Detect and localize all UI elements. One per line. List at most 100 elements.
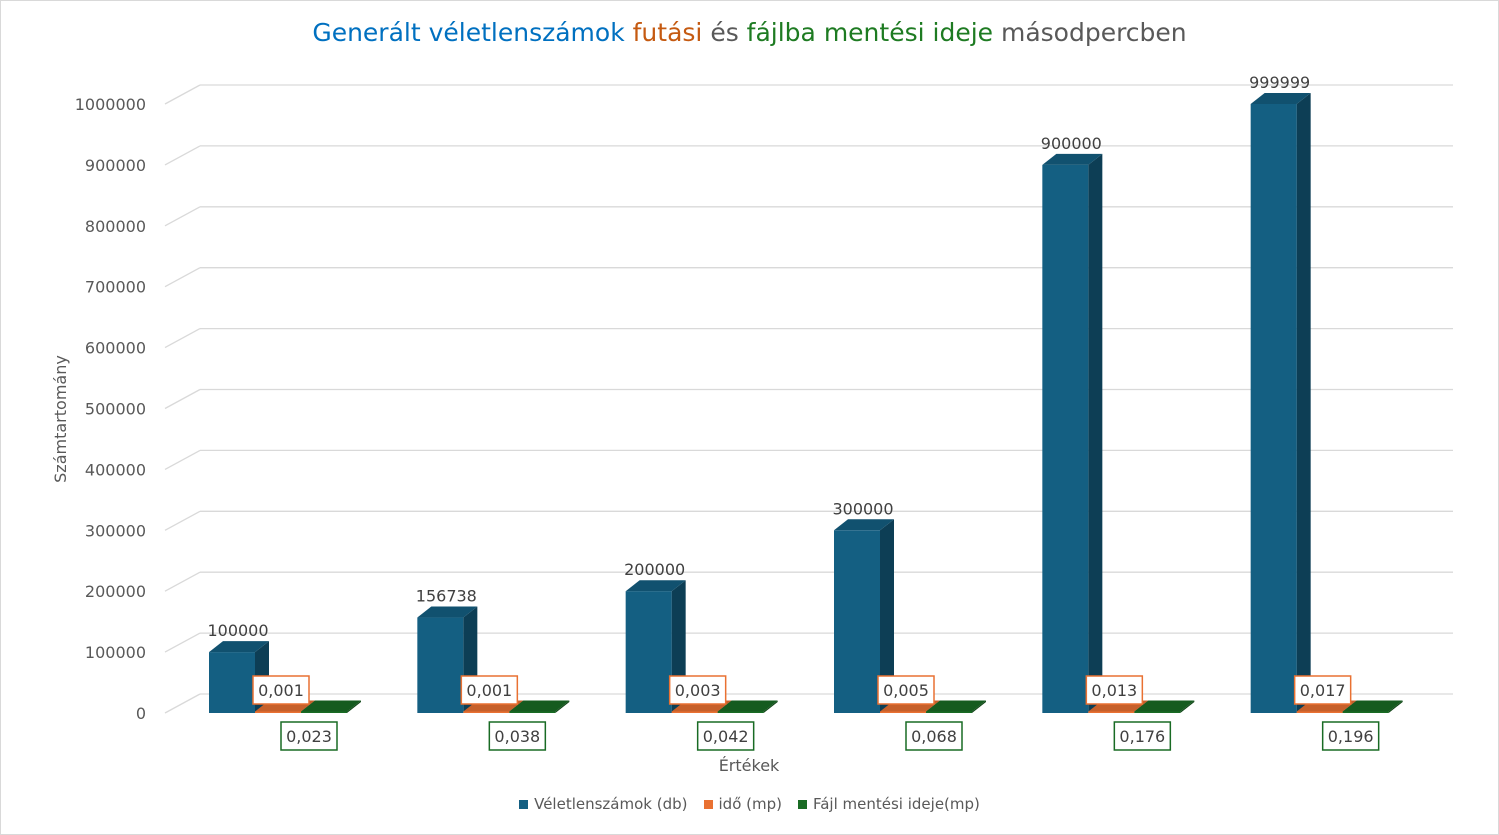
y-tick-label: 800000 xyxy=(85,217,146,236)
legend-swatch xyxy=(519,800,529,809)
data-label-series-2-box xyxy=(696,721,755,751)
bar-series-0-top xyxy=(1042,153,1103,165)
gridline-side xyxy=(164,693,201,714)
data-label-series-1: 0,013 xyxy=(1091,681,1137,700)
bar-series-1 xyxy=(1088,711,1135,713)
data-label-series-2: 0,196 xyxy=(1328,727,1374,746)
data-label-series-2-box xyxy=(1321,721,1380,751)
data-label-series-1: 0,001 xyxy=(466,681,512,700)
bar-series-0 xyxy=(1250,104,1297,713)
data-label-series-0: 900000 xyxy=(1041,134,1102,153)
bar-series-2-top xyxy=(509,700,570,712)
bar-series-2-side xyxy=(972,700,986,713)
gridline-side xyxy=(164,388,201,410)
data-label-series-1: 0,017 xyxy=(1300,681,1346,700)
bar-series-1 xyxy=(1296,711,1343,713)
y-tick-label: 700000 xyxy=(85,278,146,297)
x-axis-title: Értékek xyxy=(719,756,780,775)
bar-series-2-top xyxy=(301,700,361,712)
y-tick-label: 100000 xyxy=(85,643,146,662)
bar-series-0-top xyxy=(834,519,894,531)
bar-series-0-top xyxy=(209,641,269,653)
bar-series-0 xyxy=(209,652,255,713)
bar-series-0 xyxy=(417,617,464,713)
data-label-series-2: 0,176 xyxy=(1119,727,1165,746)
data-label-series-2-box xyxy=(905,721,963,751)
data-label-series-0: 200000 xyxy=(624,560,685,579)
data-label-series-1: 0,001 xyxy=(258,681,304,700)
bar-series-1 xyxy=(463,711,510,713)
data-label-series-1-box xyxy=(877,675,935,705)
bar-series-0-side xyxy=(880,519,894,713)
gridline-side xyxy=(164,449,201,470)
bar-series-0-side xyxy=(1296,93,1311,713)
data-label-series-0: 100000 xyxy=(207,621,268,640)
bar-series-2 xyxy=(509,711,556,713)
title-part: Generált véletlenszámok xyxy=(312,18,633,47)
chart-title: Generált véletlenszámok futási és fájlba… xyxy=(0,18,1499,47)
legend-label: idő (mp) xyxy=(718,795,782,813)
legend: Véletlenszámok (db) idő (mp) Fájl mentési … xyxy=(0,795,1499,813)
bar-series-2 xyxy=(301,711,347,713)
bar-series-2-side xyxy=(1180,700,1195,713)
data-label-series-2-box xyxy=(1113,721,1172,751)
bar-series-2-top xyxy=(1342,700,1403,712)
data-label-series-0: 300000 xyxy=(832,499,893,518)
bar-series-2 xyxy=(1342,711,1389,713)
bar-series-2-top xyxy=(717,700,778,712)
bar-series-0 xyxy=(625,591,672,713)
bar-series-2 xyxy=(717,711,764,713)
y-tick-label: 900000 xyxy=(85,156,146,175)
gridline-side xyxy=(164,145,201,166)
data-label-series-1-box xyxy=(460,675,519,705)
data-label-series-0: 999999 xyxy=(1249,73,1310,92)
legend-swatch xyxy=(703,800,713,809)
bar-series-0-side xyxy=(1088,153,1103,713)
y-tick-label: 500000 xyxy=(85,400,146,419)
data-label-series-1-box xyxy=(252,675,310,705)
y-tick-label: 300000 xyxy=(85,521,146,540)
y-tick-label: 600000 xyxy=(85,339,146,358)
title-part: másodpercben xyxy=(1000,18,1187,47)
gridline-side xyxy=(164,328,201,349)
bar-series-0-top xyxy=(1250,93,1311,105)
data-label-series-2: 0,038 xyxy=(494,727,540,746)
data-label-series-1-box xyxy=(668,675,727,705)
bar-series-2-side xyxy=(763,700,778,713)
data-label-series-2: 0,023 xyxy=(286,727,332,746)
gridline-side xyxy=(164,267,201,288)
bar-series-2-side xyxy=(555,700,570,713)
y-tick-label: 1000000 xyxy=(75,95,146,114)
data-label-series-1: 0,003 xyxy=(675,681,721,700)
data-label-series-2-box xyxy=(488,721,547,751)
legend-label: Fájl mentési ideje(mp) xyxy=(812,795,980,813)
bar-series-2-top xyxy=(926,700,986,712)
data-label-series-2-box xyxy=(280,721,338,751)
legend-swatch xyxy=(797,800,807,809)
data-label-series-2: 0,068 xyxy=(911,727,957,746)
y-tick-label: 200000 xyxy=(85,582,146,601)
data-label-series-1: 0,005 xyxy=(883,681,929,700)
legend-label: Véletlenszámok (db) xyxy=(534,795,688,813)
legend-item: Fájl mentési ideje(mp) xyxy=(797,795,980,813)
bar-series-0-top xyxy=(417,606,478,618)
data-label-series-1-box xyxy=(1293,675,1352,705)
bar-series-0 xyxy=(1042,164,1089,713)
data-label-series-0: 156738 xyxy=(416,587,477,606)
title-part: futási xyxy=(632,18,711,47)
bar-series-2-side xyxy=(347,700,361,713)
gridline-side xyxy=(164,510,201,531)
gridline-side xyxy=(164,84,201,105)
bar-series-1 xyxy=(880,711,926,713)
title-part: és xyxy=(710,18,747,47)
bar-series-2 xyxy=(926,711,972,713)
bar-series-2 xyxy=(1134,711,1181,713)
legend-item: idő (mp) xyxy=(703,795,782,813)
y-tick-label: 0 xyxy=(136,704,146,723)
bar-series-1 xyxy=(255,711,301,713)
data-label-series-2: 0,042 xyxy=(703,727,749,746)
gridline-side xyxy=(164,632,201,653)
y-axis-title: Számtartomány xyxy=(51,355,70,483)
bar-series-2-top xyxy=(1134,700,1195,712)
